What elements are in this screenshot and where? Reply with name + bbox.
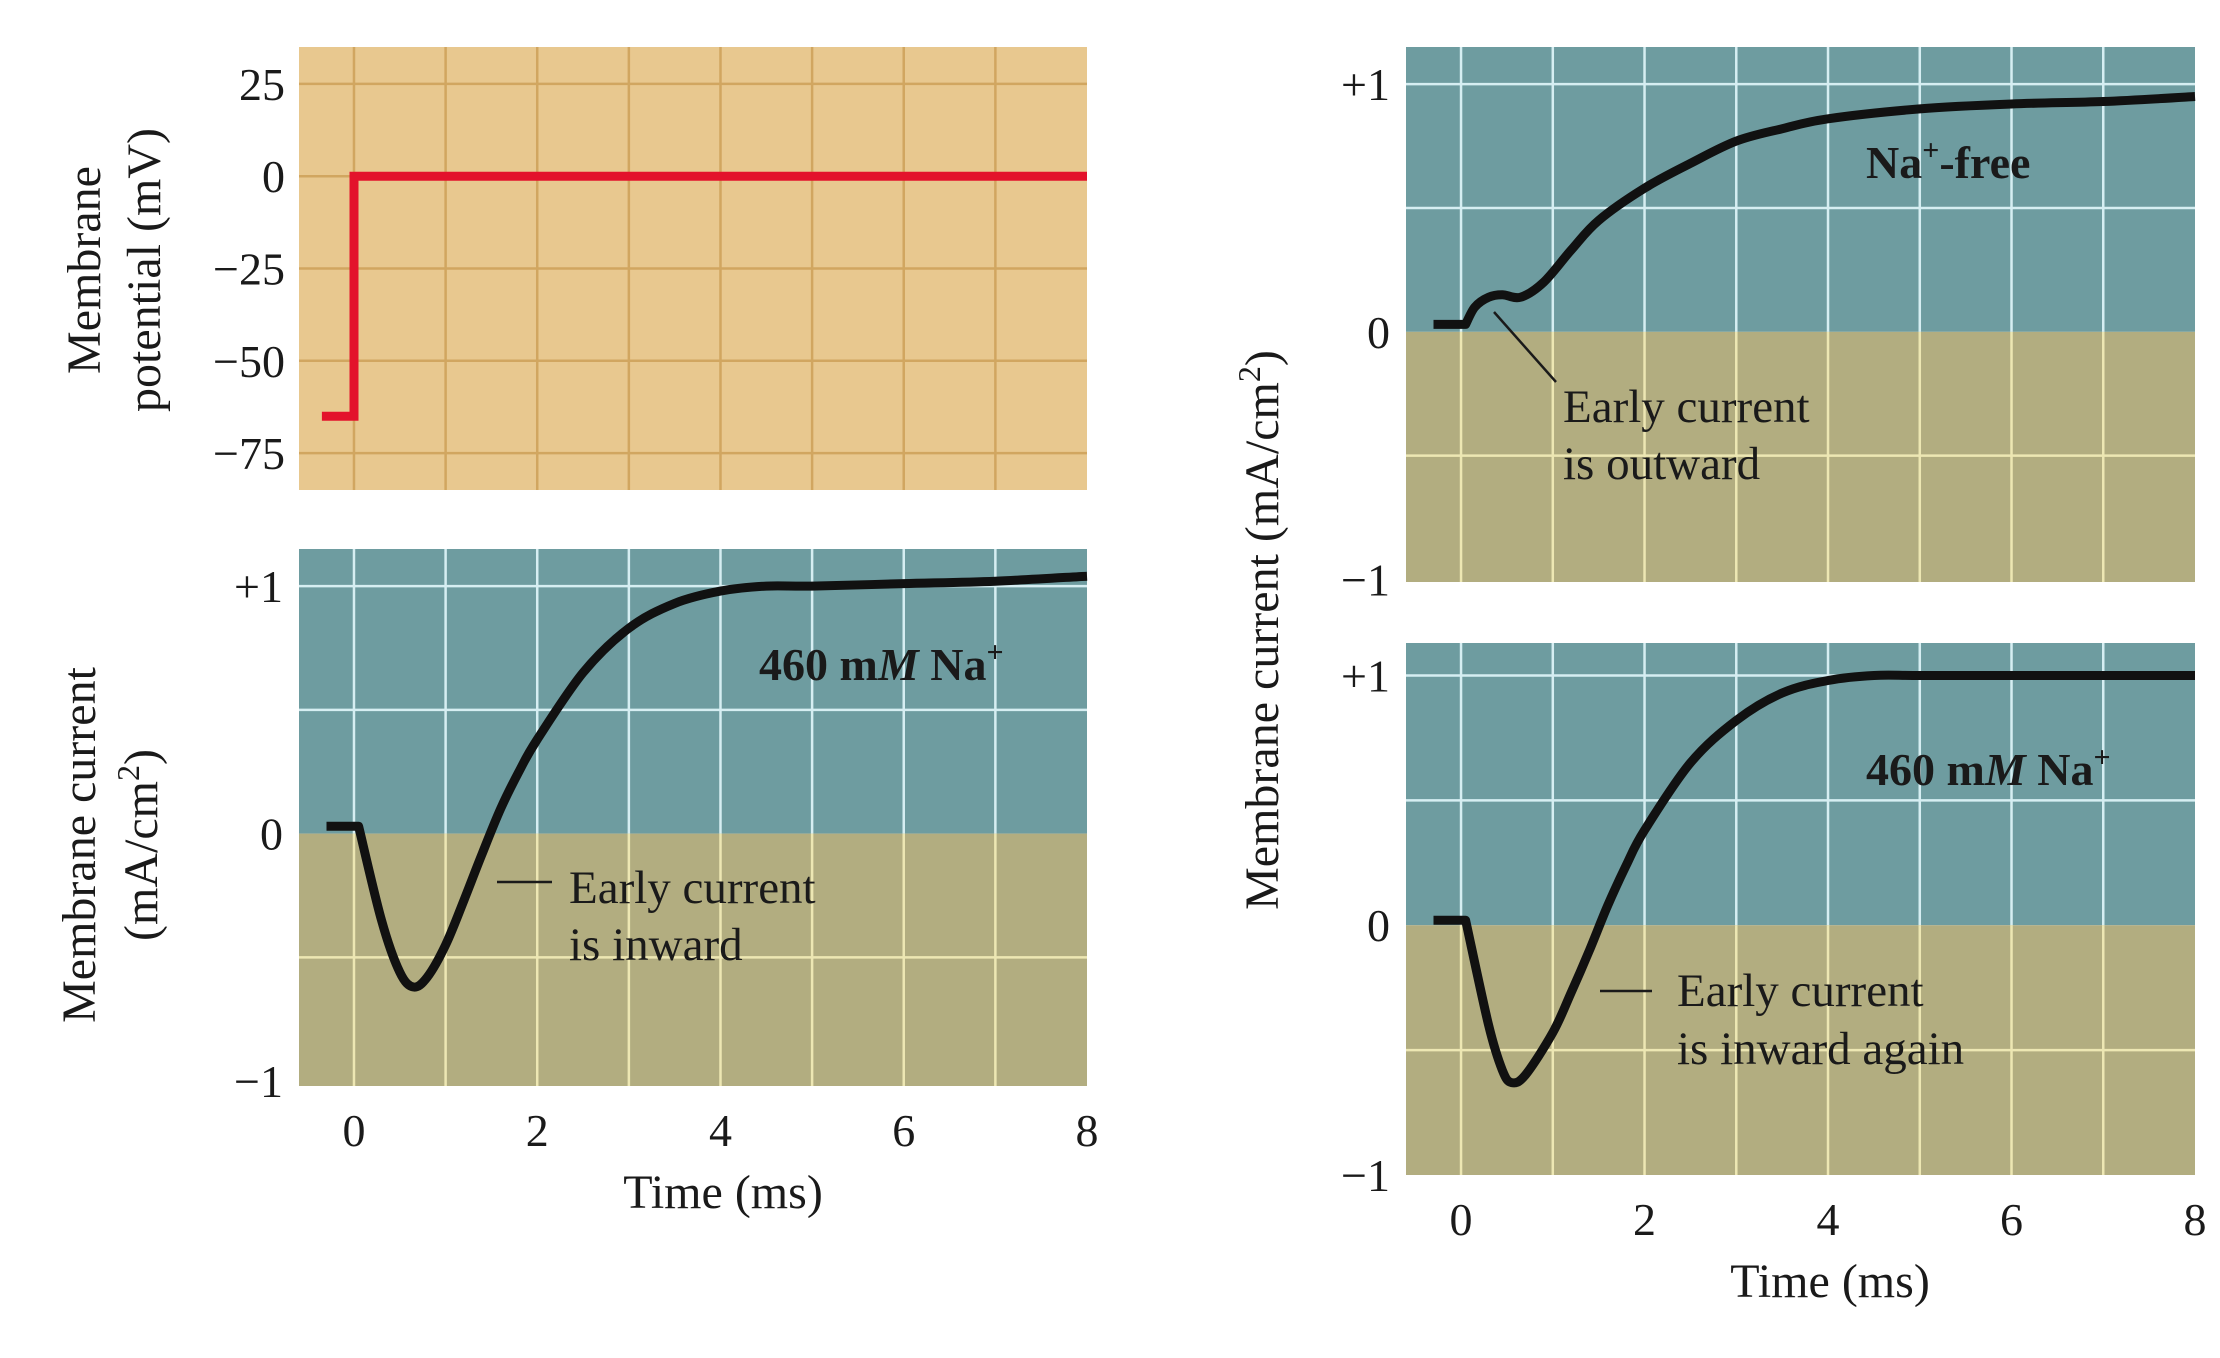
voltage-y-tick-label: −25 <box>213 244 285 295</box>
current-left-y-tick-labels: +1 0 −1 <box>234 561 283 1107</box>
current-y-tick-label: 0 <box>260 809 283 860</box>
current-x-tick-label: 6 <box>892 1105 915 1156</box>
voltage-step-trace <box>321 171 1087 421</box>
cond-num: 460 m <box>759 639 878 690</box>
cond-na: Na <box>1866 137 1922 188</box>
voltage-y-tick-label: 25 <box>239 59 285 110</box>
outward-region <box>299 549 1087 834</box>
cond-na: Na <box>2026 744 2094 795</box>
cond-M: M <box>1984 744 2028 795</box>
annotation-top-line2: is outward <box>1563 438 1760 490</box>
cond-M: M <box>877 639 921 690</box>
current-x-tick-label: 0 <box>342 1105 365 1156</box>
current-trace-460-right <box>1433 670 2195 1088</box>
voltage-panel: 25 0 −25 −50 −75 Membrane potential (mV) <box>58 47 1087 490</box>
current-panel-na-free: +1 0 −1 Na+-free Early current is outward <box>1341 47 2196 606</box>
current-right-y-tick-labels: +1 0 −1 <box>1341 650 1390 1201</box>
current-right-y-axis-title: Membrane current (mA/cm2) <box>1231 350 1289 910</box>
current-y-tick-label: 0 <box>1367 307 1390 358</box>
current-x-tick-label: 0 <box>1450 1194 1473 1245</box>
annotation-leader-top <box>1493 311 1557 383</box>
condition-label-460-left: 460 mM Na+ <box>759 636 1004 690</box>
outward-region <box>1406 47 2195 332</box>
current-y-tick-label: +1 <box>234 561 283 612</box>
annotation-right-line1: Early current <box>1677 965 1924 1017</box>
current-y-tick-label: −1 <box>1341 555 1390 606</box>
condition-label-460-right: 460 mM Na+ <box>1866 741 2111 795</box>
unit-text: (mA/cm <box>115 781 168 941</box>
current-y-tick-label: −1 <box>234 1056 283 1107</box>
current-panel-460-right: +1 0 −1 0 2 4 6 8 Time (ms) 460 mM Na+ Early c… <box>1341 643 2207 1308</box>
current-x-tick-label: 2 <box>1633 1194 1656 1245</box>
unit-superscript: 2 <box>110 765 146 781</box>
annotation-right-line2: is inward again <box>1677 1023 1964 1075</box>
voltage-y-tick-label: 0 <box>262 151 285 202</box>
unit-close: ) <box>1236 350 1289 366</box>
current-x-tick-label: 4 <box>709 1105 732 1156</box>
inward-region <box>299 833 1087 1086</box>
current-na-free-y-tick-labels: +1 0 −1 <box>1341 59 1390 605</box>
voltage-y-tick-label: −75 <box>213 428 285 479</box>
cond-plus: + <box>1922 134 1939 167</box>
cond-plus: + <box>986 636 1003 669</box>
current-left-y-axis-title-line2: (mA/cm2) <box>110 749 168 941</box>
cond-rest: -free <box>1939 137 2030 188</box>
annotation-top-line1: Early current <box>1563 381 1810 433</box>
cond-num: 460 m <box>1866 744 1985 795</box>
current-x-tick-label: 6 <box>2000 1194 2023 1245</box>
current-na-free-gridlines <box>1406 47 2195 582</box>
current-left-gridlines <box>299 549 1087 1086</box>
current-right-x-axis-title: Time (ms) <box>1730 1255 1930 1308</box>
current-panel-left: +1 0 −1 0 2 4 6 8 Time (ms) Membrane current (… <box>53 549 1099 1219</box>
cond-na: Na <box>919 639 987 690</box>
current-y-tick-label: 0 <box>1367 900 1390 951</box>
unit-superscript: 2 <box>1231 366 1267 382</box>
current-trace-460-left <box>326 571 1088 992</box>
current-x-tick-label: 8 <box>2184 1194 2207 1245</box>
voltage-y-axis-title-line2: potential (mV) <box>118 128 171 412</box>
current-left-y-axis-title-line1: Membrane current <box>53 666 106 1022</box>
current-y-tick-label: −1 <box>1341 1150 1390 1201</box>
current-x-tick-label: 4 <box>1817 1194 1840 1245</box>
current-y-tick-label: +1 <box>1341 59 1390 110</box>
current-left-x-axis-title: Time (ms) <box>623 1166 823 1219</box>
current-x-tick-label: 8 <box>1076 1105 1099 1156</box>
current-left-x-tick-labels: 0 2 4 6 8 <box>342 1105 1098 1156</box>
voltage-y-tick-labels: 25 0 −25 −50 −75 <box>213 59 285 479</box>
current-y-tick-label: +1 <box>1341 650 1390 701</box>
current-x-tick-label: 2 <box>526 1105 549 1156</box>
condition-label-na-free: Na+-free <box>1866 134 2030 188</box>
cond-plus: + <box>2093 741 2110 774</box>
unit-text: Membrane current (mA/cm <box>1236 382 1289 910</box>
voltage-y-axis-title-line1: Membrane <box>58 166 111 374</box>
current-right-gridlines <box>1406 643 2195 1175</box>
current-right-x-tick-labels: 0 2 4 6 8 <box>1450 1194 2207 1245</box>
annotation-left-line2: is inward <box>569 919 743 971</box>
unit-close: ) <box>115 749 168 765</box>
current-trace-na-free <box>1433 92 2196 329</box>
annotation-left-line1: Early current <box>569 862 816 914</box>
voltage-y-tick-label: −50 <box>213 336 285 387</box>
